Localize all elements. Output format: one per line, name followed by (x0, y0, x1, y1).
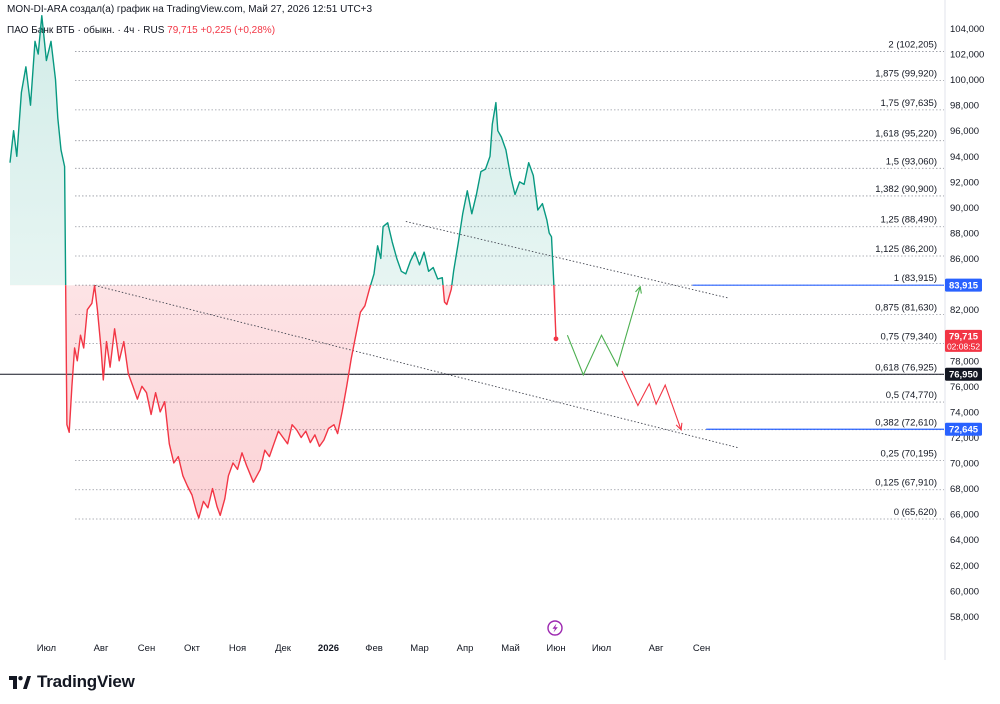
last-price-badge: 79,715 (949, 332, 979, 343)
fib-level-label: 0,618 (76,925) (875, 363, 937, 374)
level-badge-bg (945, 278, 982, 292)
forecast-paths[interactable] (566, 285, 683, 431)
time-tick-label: Июн (546, 643, 565, 654)
level-badge: 83,915 (949, 280, 979, 291)
fib-level-label: 1,382 (90,900) (875, 184, 937, 195)
horizontal-lines[interactable] (0, 284, 944, 430)
fib-level-label: 0,25 (70,195) (880, 449, 937, 460)
price-tick-label: 62,000 (950, 561, 979, 572)
time-tick-label: Фев (365, 643, 383, 654)
forecast-down-arrow-head (675, 422, 683, 431)
time-tick-label: Ноя (229, 643, 246, 654)
price-tick-label: 104,000 (950, 24, 984, 35)
last-price-badge-bg (945, 329, 982, 352)
price-series (9, 15, 559, 519)
fib-level-label: 1,75 (97,635) (880, 98, 937, 109)
level-badge-bg (945, 422, 982, 436)
price-tick-label: 66,000 (950, 510, 979, 521)
trendlines[interactable] (94, 221, 739, 449)
forecast-up-arrow (566, 286, 641, 377)
price-tick-label: 98,000 (950, 101, 979, 112)
time-tick-label: Сен (693, 643, 710, 654)
last-price: 79,715 (167, 25, 198, 36)
time-tick-label: 2026 (318, 643, 339, 654)
price-line-above-baseline (9, 15, 555, 286)
price-line-below-baseline (64, 285, 557, 519)
price-axis[interactable]: 58,000 60,000 62,000 64,000 66,000 68,000 70,0… (950, 24, 984, 623)
price-tick-label: 86,000 (950, 254, 979, 265)
time-tick-label: Дек (275, 643, 292, 654)
fib-level-label: 0,125 (67,910) (875, 478, 937, 489)
time-tick-label: Май (501, 643, 520, 654)
tradingview-brand[interactable]: TradingView (9, 672, 135, 692)
symbol-legend: ПАО Банк ВТБ · обыкн. · 4ч · RUS 79,715 … (7, 25, 275, 36)
chart-credit: MON-DI-ARA создал(а) график на TradingVi… (7, 4, 373, 15)
price-tick-label: 64,000 (950, 535, 979, 546)
price-tick-label: 94,000 (950, 152, 979, 163)
price-tick-label: 68,000 (950, 484, 979, 495)
baseline-area-above (10, 15, 554, 286)
price-tick-label: 82,000 (950, 305, 979, 316)
time-tick-label: Мар (410, 643, 429, 654)
level-badge: 72,645 (949, 425, 979, 436)
time-tick-label: Апр (457, 643, 474, 654)
trendline (405, 221, 730, 299)
fib-level-label: 1,125 (86,200) (875, 244, 937, 255)
time-tick-label: Авг (94, 643, 109, 654)
baseline-area (10, 15, 556, 518)
fib-level-label: 1,25 (88,490) (880, 215, 937, 226)
price-tick-label: 90,000 (950, 203, 979, 214)
time-tick-label: Окт (184, 643, 201, 654)
price-tick-label: 92,000 (950, 177, 979, 188)
forecast-up-arrow-head (635, 285, 642, 294)
time-tick-label: Авг (649, 643, 664, 654)
price-tick-label: 72,000 (950, 433, 979, 444)
time-tick-label: Сен (138, 643, 155, 654)
price-change: +0,225 (+0,28%) (200, 25, 276, 36)
fib-level-label: 0,75 (79,340) (880, 332, 937, 343)
last-price-badge-countdown: 02:08:52 (947, 341, 980, 351)
price-tick-label: 70,000 (950, 459, 979, 470)
price-tick-label: 102,000 (950, 50, 984, 61)
time-tick-label: Июл (592, 643, 611, 654)
forecast-down-arrow (621, 370, 682, 430)
time-axis[interactable]: Июл Авг Сен Окт Ноя Дек 2026 Фев Мар Апр Май Июн Июл… (37, 643, 711, 654)
symbol-name: ПАО Банк ВТБ · обыкн. · 4ч · RUS (7, 25, 165, 36)
price-tick-label: 100,000 (950, 75, 984, 86)
fib-level-label: 0,5 (74,770) (886, 390, 937, 401)
price-tick-label: 96,000 (950, 126, 979, 137)
hline-badge: 76,950 (949, 369, 978, 380)
price-tick-label: 74,000 (950, 407, 979, 418)
fib-level-label: 2 (102,205) (888, 39, 937, 50)
tradingview-wordmark: TradingView (37, 672, 135, 691)
tradingview-logo-icon (9, 675, 31, 689)
baseline-area-below (10, 285, 556, 518)
fib-level-label: 1,618 (95,220) (875, 129, 937, 140)
price-chart[interactable]: 2 (102,205) 1,875 (99,920) 1,75 (97,635) 1,… (0, 0, 1000, 660)
fib-level-label: 1,875 (99,920) (875, 69, 937, 80)
time-tick-label: Июл (37, 643, 56, 654)
fib-level-label: 1 (83,915) (894, 273, 937, 284)
price-tick-label: 58,000 (950, 612, 979, 623)
fib-level-label: 0,382 (72,610) (875, 418, 937, 429)
fib-level-label: 0,875 (81,630) (875, 302, 937, 313)
hline-badge-bg (945, 367, 982, 381)
price-tick-label: 76,000 (950, 382, 979, 393)
last-price-dot (553, 336, 559, 342)
price-tick-label: 88,000 (950, 228, 979, 239)
price-tick-label: 78,000 (950, 356, 979, 367)
lightning-event-icon[interactable] (547, 620, 563, 636)
fib-level-label: 1,5 (93,060) (886, 156, 937, 167)
fib-level-label: 0 (65,620) (894, 507, 937, 518)
price-tick-label: 60,000 (950, 586, 979, 597)
